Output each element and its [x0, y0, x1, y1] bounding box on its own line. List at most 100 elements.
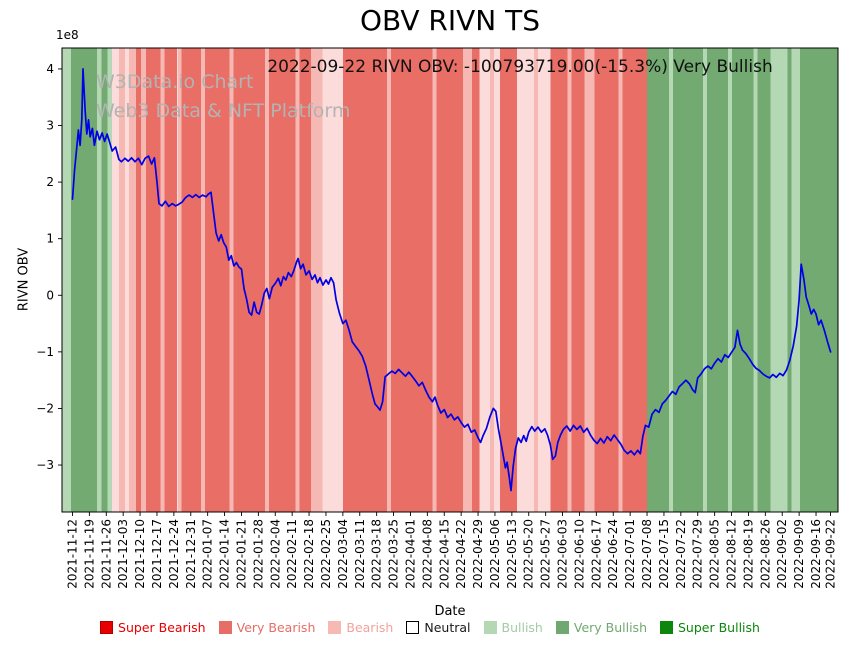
sentiment-band-bearish	[119, 48, 125, 512]
sentiment-band-bearish	[200, 48, 205, 512]
legend-item: Very Bearish	[218, 620, 316, 635]
x-tick-label: 2022-08-12	[725, 519, 739, 589]
sentiment-band-very-bearish	[181, 48, 201, 512]
x-tick-label: 2022-09-16	[809, 519, 823, 589]
x-tick-label: 2022-08-19	[741, 519, 755, 589]
x-tick-label: 2022-04-29	[471, 519, 485, 589]
sentiment-band-very-bearish	[390, 48, 433, 512]
legend-item-label: Neutral	[424, 620, 471, 635]
sentiment-band-bearish	[229, 48, 234, 512]
legend-item-label: Super Bearish	[118, 620, 206, 635]
x-tick-label: 2022-06-10	[572, 519, 586, 589]
x-tick-label: 2021-12-24	[167, 519, 181, 589]
watermark-line-2: Web3 Data & NFT Platform	[96, 100, 351, 122]
x-tick-label: 2022-05-27	[539, 519, 553, 589]
sentiment-band-bullish	[770, 48, 788, 512]
y-tick-label: 2	[46, 175, 54, 189]
x-tick-label: 2022-03-04	[336, 519, 350, 589]
x-tick-label: 2022-07-15	[657, 519, 671, 589]
x-tick-label: 2022-07-22	[674, 519, 688, 589]
y-tick-label: −2	[36, 401, 54, 415]
legend-item: Very Bullish	[555, 620, 647, 635]
x-tick-label: 2022-09-02	[775, 519, 789, 589]
x-tick-label: 2021-11-26	[99, 519, 113, 589]
sentiment-band-very-bearish	[299, 48, 311, 512]
legend-item: Bearish	[328, 620, 393, 635]
y-tick-label: −3	[36, 458, 54, 472]
x-tick-label: 2022-04-15	[437, 519, 451, 589]
sentiment-band-bullish	[791, 48, 800, 512]
chart-title: OBV RIVN TS	[359, 4, 541, 37]
sentiment-band-very-bullish	[673, 48, 703, 512]
legend-swatch	[406, 621, 420, 634]
x-tick-label: 2021-11-19	[82, 519, 96, 589]
sentiment-band-bearish-light	[124, 48, 129, 512]
x-tick-label: 2022-07-08	[640, 519, 654, 589]
sentiment-band-very-bullish	[787, 48, 792, 512]
chart-subtitle: 2022-09-22 RIVN OBV: -100793719.00(-15.3…	[267, 57, 773, 77]
legend-swatch	[660, 621, 673, 634]
sentiment-band-bearish-light	[516, 48, 534, 512]
legend-item: Bullish	[483, 620, 543, 635]
x-tick-label: 2022-01-14	[218, 519, 232, 589]
sentiment-band-bullish	[702, 48, 707, 512]
x-axis-label: Date	[434, 604, 466, 619]
sentiment-band-very-bearish	[436, 48, 463, 512]
sentiment-band-bearish	[295, 48, 300, 512]
sentiment-band-very-bearish	[622, 48, 648, 512]
sentiment-band-bearish-light	[493, 48, 500, 512]
sentiment-band-very-bearish	[233, 48, 266, 512]
x-tick-label: 2022-05-20	[522, 519, 536, 589]
sentiment-band-very-bullish	[101, 48, 108, 512]
y-tick-label: 1	[46, 232, 54, 246]
sentiment-band-very-bearish	[164, 48, 178, 512]
sentiment-band-bullish	[669, 48, 674, 512]
obv-line	[71, 68, 832, 492]
x-tick-label: 2021-12-17	[150, 519, 164, 589]
x-tick-label: 2022-01-28	[251, 519, 265, 589]
x-tick-label: 2022-03-25	[387, 519, 401, 589]
x-tick-label: 2022-02-18	[302, 519, 316, 589]
x-tick-label: 2022-02-25	[319, 519, 333, 589]
watermark: W3Data.io Chart Web3 Data & NFT Platform	[96, 68, 350, 126]
x-tick-label: 2022-06-17	[589, 519, 603, 589]
x-tick-label: 2022-02-11	[285, 519, 299, 589]
x-tick-label: 2022-04-08	[420, 519, 434, 589]
sentiment-band-bullish	[753, 48, 758, 512]
y-axis-offset-label: 1e8	[56, 28, 79, 42]
legend-item-label: Bearish	[346, 620, 394, 635]
sentiment-band-bearish	[128, 48, 136, 512]
sentiment-band-bullish	[728, 48, 733, 512]
x-tick-label: 2022-09-09	[792, 519, 806, 589]
sentiment-band-bearish-light	[479, 48, 490, 512]
x-tick-label: 2022-01-07	[201, 519, 215, 589]
x-tick-label: 2022-05-06	[488, 519, 502, 589]
sentiment-band-bearish-light	[112, 48, 120, 512]
sentiment-band-bullish	[107, 48, 112, 512]
legend-item: Neutral	[406, 620, 471, 635]
sentiment-band-very-bearish	[136, 48, 142, 512]
sentiment-band-very-bearish	[594, 48, 619, 512]
legend-swatch	[100, 621, 114, 634]
legend-swatch	[328, 621, 342, 634]
legend-item: Super Bearish	[100, 620, 206, 635]
sentiment-band-very-bullish	[799, 48, 838, 512]
x-tick-label: 2022-01-21	[234, 519, 248, 589]
sentiment-band-bullish	[62, 48, 71, 512]
sentiment-bands	[62, 48, 838, 512]
legend: Super Bearish Very Bearish Bearish Neutral B…	[30, 620, 830, 635]
legend-item-label: Very Bearish	[236, 620, 316, 635]
sentiment-band-bullish	[97, 48, 102, 512]
sentiment-band-very-bullish	[647, 48, 669, 512]
sentiment-band-bearish	[160, 48, 165, 512]
x-axis-ticks: 2021-11-12 2021-11-19 2021-11-26 2021-12-03…	[65, 512, 838, 589]
sentiment-band-very-bearish	[145, 48, 161, 512]
sentiment-band-bearish	[618, 48, 623, 512]
y-axis-label: RIVN OBV	[16, 247, 32, 312]
y-tick-label: −1	[36, 345, 54, 359]
x-tick-label: 2022-04-01	[403, 519, 417, 589]
x-tick-label: 2022-03-11	[353, 519, 367, 589]
sentiment-band-very-bearish	[342, 48, 387, 512]
